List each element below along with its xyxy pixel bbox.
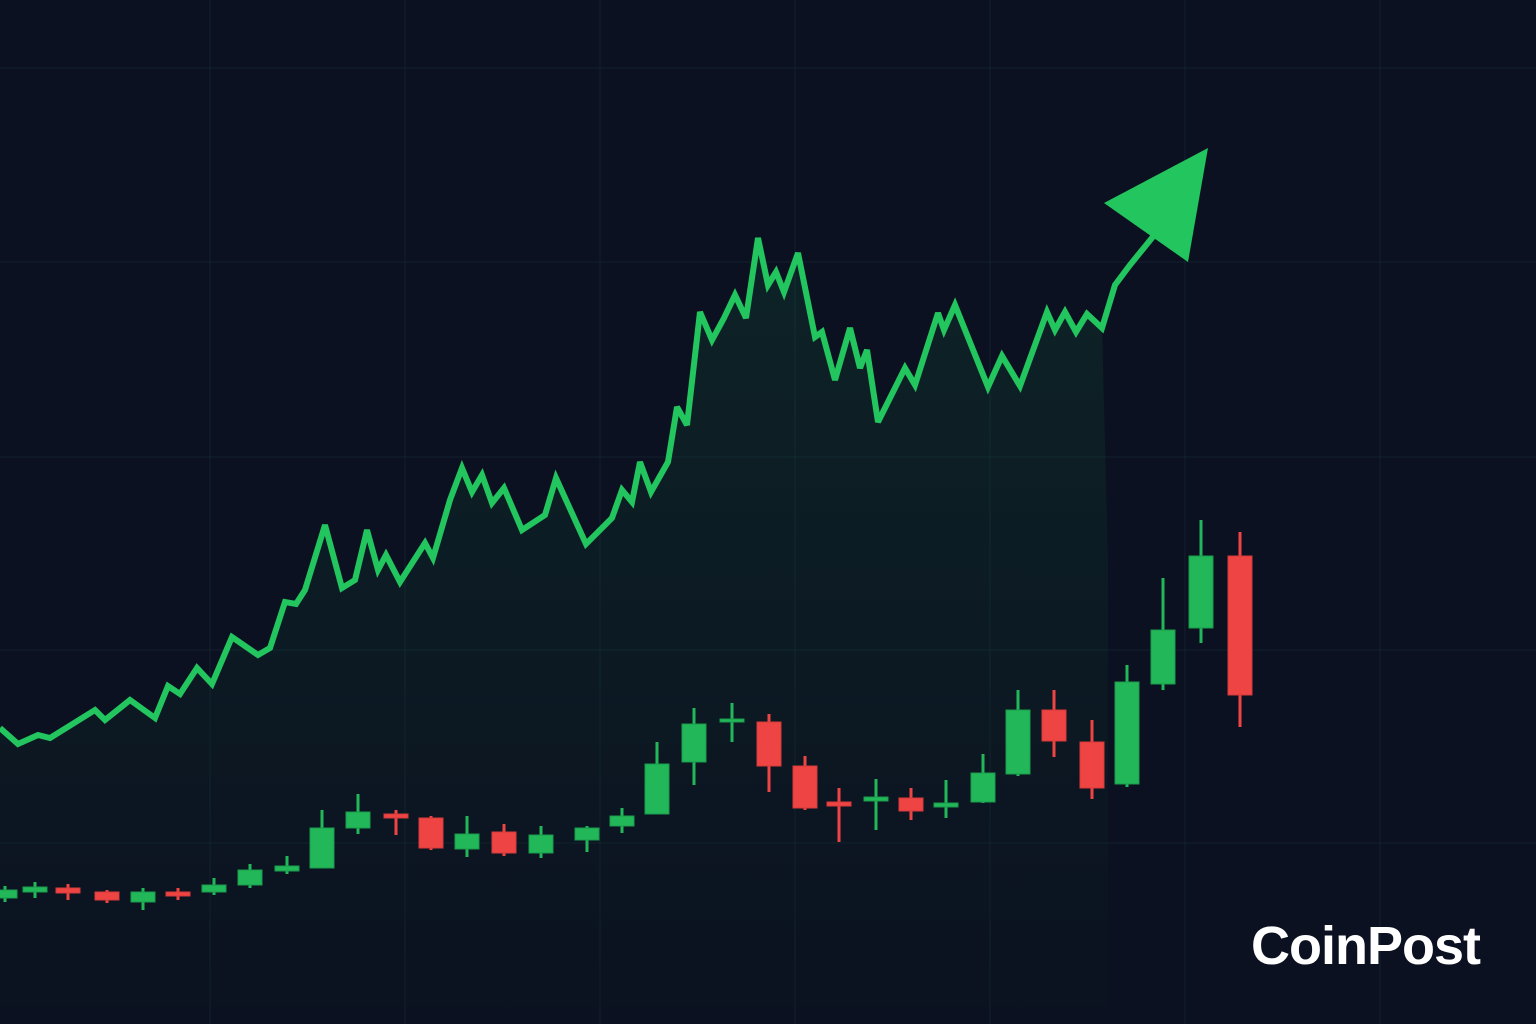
candle-body — [1041, 709, 1067, 742]
candle-body — [574, 827, 600, 841]
candle-body — [130, 891, 156, 903]
candle-body — [792, 765, 818, 809]
candle-body — [681, 723, 707, 763]
candle-body — [826, 801, 852, 807]
candle-body — [970, 772, 996, 803]
candle-body — [644, 763, 670, 815]
candle-body — [237, 869, 263, 886]
candle-body — [55, 887, 81, 894]
candle-body — [719, 718, 745, 723]
logo: CoinPost — [1251, 916, 1481, 976]
candle-body — [528, 834, 554, 854]
candle-body — [756, 721, 782, 767]
candle-body — [491, 831, 517, 854]
candle-body — [22, 886, 48, 893]
candle-body — [898, 797, 924, 812]
candle-body — [1227, 555, 1253, 696]
candle-body — [94, 891, 120, 901]
candle-body — [1114, 681, 1140, 785]
candle-body — [609, 815, 635, 827]
candle-body — [383, 813, 409, 819]
candle-body — [309, 827, 335, 869]
candle-body — [165, 891, 191, 897]
candle-body — [1150, 629, 1176, 685]
candle-body — [1188, 555, 1214, 629]
candle-body — [0, 889, 18, 899]
candle-body — [274, 865, 300, 872]
candle-body — [345, 811, 371, 829]
candle-body — [863, 796, 889, 802]
arrow-head — [1104, 148, 1208, 262]
candle-body — [454, 833, 480, 850]
candle-body — [418, 817, 444, 849]
candle-body — [1005, 709, 1031, 775]
candle-body — [933, 802, 959, 808]
price-area — [0, 238, 1108, 1024]
candles — [0, 520, 1253, 910]
candle-body — [201, 884, 227, 893]
candle-body — [1079, 741, 1105, 789]
price-line — [0, 226, 1163, 748]
